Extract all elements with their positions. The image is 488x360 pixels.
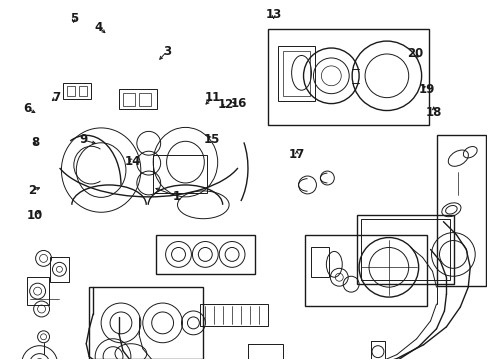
Text: 6: 6 — [23, 102, 31, 115]
Bar — [79, 86, 87, 96]
Bar — [63, 83, 91, 99]
Bar — [155, 235, 254, 274]
Text: 16: 16 — [230, 97, 246, 110]
Bar — [122, 93, 135, 105]
Text: 2: 2 — [28, 184, 36, 197]
Bar — [311, 247, 328, 277]
Text: 15: 15 — [203, 134, 219, 147]
Bar — [139, 93, 150, 105]
Text: 10: 10 — [27, 209, 43, 222]
Bar — [267, 29, 427, 125]
Text: 17: 17 — [288, 148, 305, 162]
Text: 20: 20 — [407, 47, 423, 60]
Text: 13: 13 — [265, 9, 281, 22]
Bar — [27, 277, 48, 305]
Text: 1: 1 — [172, 190, 180, 203]
Bar — [49, 257, 69, 282]
Bar — [89, 287, 203, 359]
Bar — [436, 135, 485, 286]
Text: 14: 14 — [124, 155, 141, 168]
Bar — [119, 89, 156, 109]
Bar — [360, 219, 449, 280]
Text: 8: 8 — [31, 136, 39, 149]
Bar — [304, 235, 426, 306]
Text: 9: 9 — [79, 134, 87, 147]
Text: 11: 11 — [204, 91, 221, 104]
Bar — [200, 304, 267, 326]
Bar — [152, 155, 207, 193]
Bar — [277, 46, 315, 100]
Text: 19: 19 — [417, 84, 434, 96]
Text: 5: 5 — [69, 12, 78, 25]
Bar — [356, 215, 453, 284]
Bar — [370, 341, 384, 360]
Bar — [282, 51, 310, 96]
Text: 12: 12 — [218, 98, 234, 111]
Bar — [67, 86, 75, 96]
Text: 18: 18 — [425, 105, 441, 119]
Text: 3: 3 — [163, 45, 171, 58]
Text: 7: 7 — [52, 91, 60, 104]
Text: 4: 4 — [95, 21, 103, 33]
Bar — [247, 344, 282, 360]
